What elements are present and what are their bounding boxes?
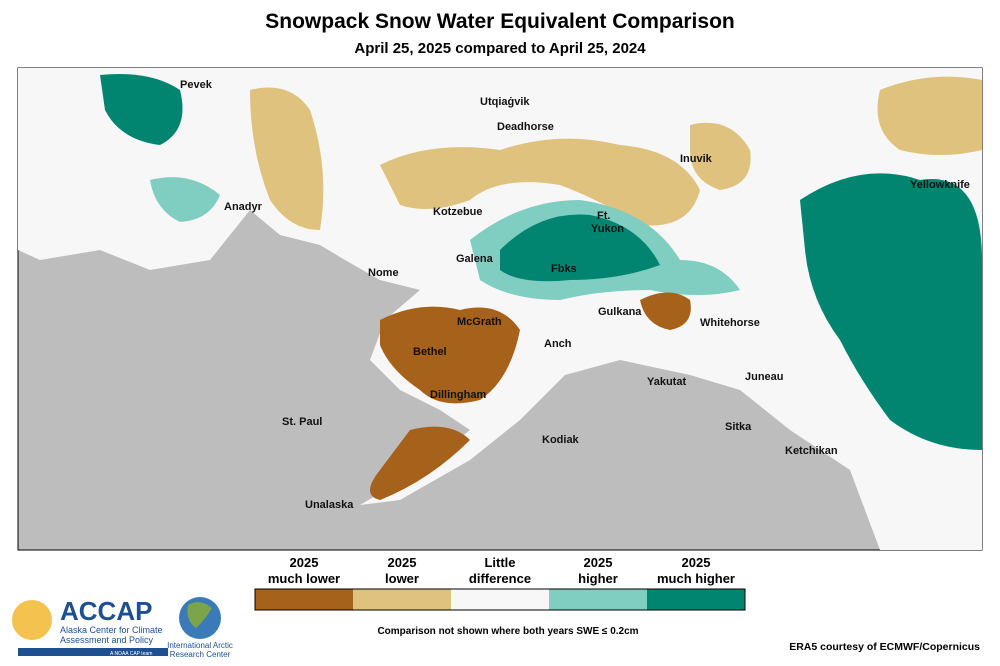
legend-swatch xyxy=(255,589,353,610)
place-label: Sitka xyxy=(725,421,752,433)
place-label: Fbks xyxy=(551,263,577,275)
logo-text: Assessment and Policy xyxy=(60,635,154,645)
place-label: Yellowknife xyxy=(910,179,970,191)
place-label: Gulkana xyxy=(598,306,642,318)
title: Snowpack Snow Water Equivalent Compariso… xyxy=(265,10,734,33)
logo-text: Research Center xyxy=(170,650,231,659)
place-label: Nome xyxy=(368,267,399,279)
legend-label: 2025 xyxy=(584,555,613,570)
region xyxy=(690,122,751,190)
legend-note: Comparison not shown where both years SW… xyxy=(377,626,638,637)
logo-text: International Arctic xyxy=(167,641,233,650)
legend-label: lower xyxy=(385,571,419,586)
places: Pevek Utqiaġvik Deadhorse Inuvik Yellowk… xyxy=(180,79,970,511)
logo-band xyxy=(18,648,168,656)
legend-label: much higher xyxy=(657,571,735,586)
legend-swatch xyxy=(451,589,549,610)
region xyxy=(250,87,324,230)
logo-text: A NOAA CAP team xyxy=(110,651,152,657)
legend-label: 2025 xyxy=(290,555,319,570)
place-label: St. Paul xyxy=(282,416,322,428)
land xyxy=(18,68,982,550)
region xyxy=(380,306,520,404)
place-label: Pevek xyxy=(180,79,213,91)
logo-sun xyxy=(12,600,52,640)
region xyxy=(877,76,982,155)
region xyxy=(370,426,470,500)
place-label: Kotzebue xyxy=(433,206,483,218)
legend-label: Little xyxy=(484,555,515,570)
place-label: Ketchikan xyxy=(785,445,838,457)
place-label: McGrath xyxy=(457,316,502,328)
legend-swatch xyxy=(549,589,647,610)
place-label: Whitehorse xyxy=(700,317,760,329)
logo-text: ACCAP xyxy=(60,596,152,626)
place-label: Anch xyxy=(544,338,572,350)
accap-logo: ACCAP Alaska Center for Climate Assessme… xyxy=(12,596,233,659)
legend-label: 2025 xyxy=(682,555,711,570)
legend-label: higher xyxy=(578,571,618,586)
region xyxy=(640,292,691,330)
place-label: Kodiak xyxy=(542,434,580,446)
iarc-land xyxy=(187,602,212,628)
region xyxy=(800,173,982,451)
logo-text: Alaska Center for Climate xyxy=(60,625,163,635)
region xyxy=(500,214,660,282)
place-label: Unalaska xyxy=(305,499,354,511)
place-label: Yukon xyxy=(591,223,624,235)
place-label: Dillingham xyxy=(430,389,486,401)
region xyxy=(380,138,700,226)
region xyxy=(100,74,183,145)
map: Pevek Utqiaġvik Deadhorse Inuvik Yellowk… xyxy=(17,67,983,551)
place-label: Ft. xyxy=(597,210,610,222)
place-label: Bethel xyxy=(413,346,447,358)
legend-frame xyxy=(254,588,746,611)
region xyxy=(150,177,220,222)
legend-label: difference xyxy=(469,571,531,586)
place-label: Deadhorse xyxy=(497,121,554,133)
place-label: Anadyr xyxy=(224,201,263,213)
place-label: Inuvik xyxy=(680,153,713,165)
legend-swatch xyxy=(647,589,745,610)
place-label: Yakutat xyxy=(647,376,686,388)
place-label: Juneau xyxy=(745,371,784,383)
place-label: Galena xyxy=(456,253,494,265)
legend-label: much lower xyxy=(268,571,340,586)
subtitle: April 25, 2025 compared to April 25, 202… xyxy=(354,40,646,57)
place-label: Utqiaġvik xyxy=(480,96,530,108)
legend-label: 2025 xyxy=(388,555,417,570)
credit: ERA5 courtesy of ECMWF/Copernicus xyxy=(789,641,980,653)
legend-swatch xyxy=(353,589,451,610)
